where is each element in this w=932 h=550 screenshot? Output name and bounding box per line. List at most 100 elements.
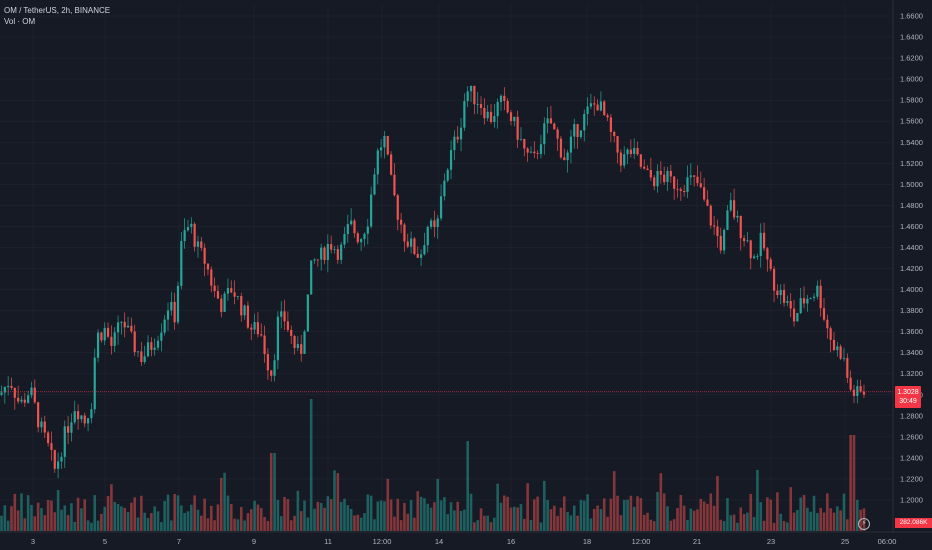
candle-body: [549, 118, 553, 124]
volume-bar: [639, 498, 643, 531]
candle-body: [749, 240, 752, 259]
volume-bar: [766, 497, 769, 531]
volume-bar: [120, 506, 123, 531]
volume-bar: [699, 498, 703, 531]
candle-body: [50, 443, 53, 450]
candle-body: [709, 205, 712, 226]
price-tick-label: 1.2800: [900, 411, 923, 420]
candle-body: [120, 321, 123, 323]
candle-body: [716, 226, 719, 236]
candle-body: [400, 219, 403, 225]
candle-body: [7, 385, 10, 388]
candle-body: [533, 151, 536, 154]
volume-bar: [546, 499, 549, 531]
candle-body: [373, 174, 376, 195]
volume-bar: [309, 399, 313, 531]
volume-bar: [799, 497, 802, 531]
volume-bar: [303, 500, 306, 531]
volume-bar: [812, 495, 816, 531]
candle-body: [689, 175, 692, 178]
volume-bar: [50, 500, 53, 531]
volume-bar: [509, 507, 513, 531]
candle-body: [759, 232, 762, 257]
volume-bar: [772, 522, 776, 531]
volume-bar: [506, 496, 509, 531]
volume-bar: [652, 521, 656, 531]
volume-bar: [539, 522, 543, 531]
candle-body: [67, 426, 70, 433]
candle-body: [47, 432, 50, 444]
volume-bar: [809, 511, 812, 531]
candle-body: [346, 224, 349, 235]
candle-body: [473, 85, 476, 105]
candle-body: [60, 456, 63, 462]
volume-bar: [146, 518, 150, 531]
candle-body: [270, 370, 273, 376]
volume-bar: [33, 516, 37, 531]
candle-body: [63, 426, 66, 457]
volume-bar: [612, 471, 616, 531]
volume-bar: [140, 495, 143, 531]
candle-body: [293, 335, 296, 349]
volume-bar: [40, 508, 43, 531]
candle-body: [686, 177, 689, 193]
candle-body: [330, 244, 333, 250]
volume-bar: [170, 520, 173, 531]
price-tick-label: 1.3600: [900, 327, 923, 336]
candle-body: [762, 232, 766, 249]
volume-bar: [759, 502, 763, 531]
candle-body: [350, 220, 353, 225]
candle-body: [86, 418, 90, 424]
volume-bar: [276, 500, 280, 531]
candle-body: [200, 241, 203, 248]
volume-bar: [762, 520, 766, 531]
candle-body: [696, 176, 699, 184]
volume-bar: [393, 516, 396, 531]
volume-bar: [326, 496, 330, 531]
candle-body: [669, 170, 672, 177]
candle-body: [806, 298, 809, 304]
volume-bar: [123, 507, 127, 531]
candle-body: [796, 313, 799, 322]
volume-bar: [576, 515, 579, 531]
candle-body: [173, 301, 176, 323]
volume-legend[interactable]: Vol · OM: [4, 17, 36, 26]
candle-body: [93, 357, 96, 410]
symbol-legend[interactable]: OM / TetherUS, 2h, BINANCE: [4, 6, 111, 15]
volume-bar: [552, 505, 556, 531]
candle-body: [613, 131, 616, 137]
volume-bar: [293, 515, 296, 531]
candle-body: [313, 259, 316, 261]
volume-bar: [373, 519, 376, 531]
volume-bar: [473, 522, 476, 531]
volume-bar: [646, 512, 649, 531]
time-tick-label: 23: [767, 537, 775, 546]
candle-body: [226, 288, 230, 294]
chart-grid: [0, 5, 893, 532]
volume-bar: [206, 518, 210, 531]
candle-body: [353, 220, 356, 234]
price-tick-label: 1.3200: [900, 369, 923, 378]
bar-countdown: 30:49: [899, 398, 917, 405]
volume-bar: [36, 502, 40, 531]
volume-bar: [266, 520, 270, 531]
price-tick-label: 1.4400: [900, 243, 923, 252]
volume-bar: [466, 441, 469, 531]
volume-bar: [476, 520, 479, 531]
volume-bar: [223, 472, 226, 531]
candle-body: [280, 311, 283, 317]
price-tick-label: 1.5600: [900, 117, 923, 126]
candle-body: [419, 254, 423, 258]
volume-bar: [313, 508, 316, 531]
candle-body: [812, 296, 816, 299]
volume-bar: [316, 501, 320, 531]
candle-body: [73, 411, 76, 423]
price-tick-label: 1.5200: [900, 159, 923, 168]
candle-body: [300, 344, 303, 354]
volume-bar: [616, 495, 619, 531]
volume-bar: [599, 509, 603, 531]
volume-bar: [666, 506, 669, 531]
lightning-icon[interactable]: ⚡: [858, 518, 870, 530]
candle-body: [683, 190, 686, 193]
